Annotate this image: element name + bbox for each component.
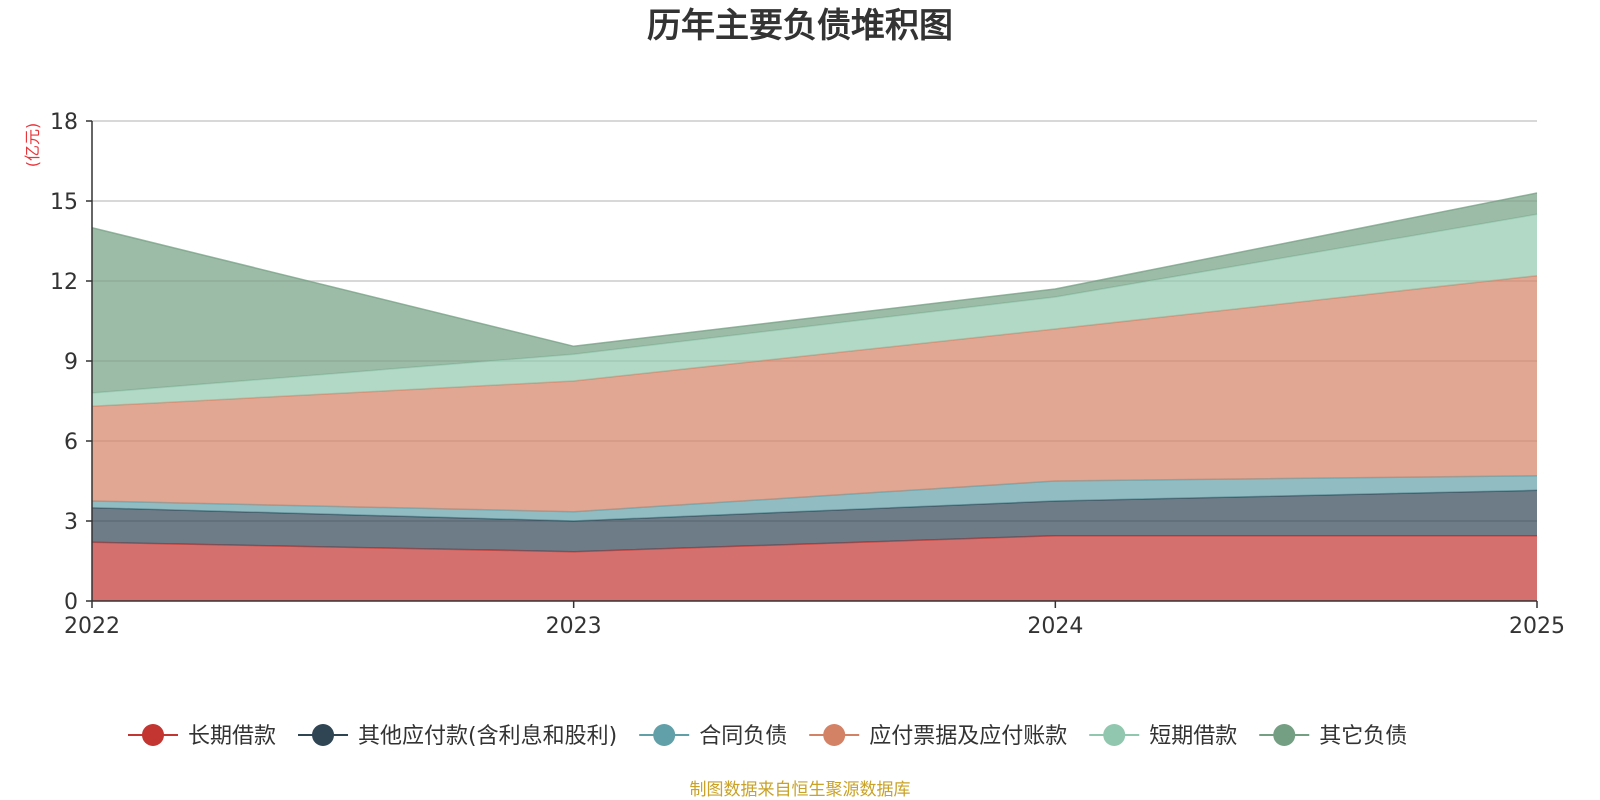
chart-title: 历年主要负债堆积图 <box>647 6 953 46</box>
x-tick-label-2: 2024 <box>1027 614 1083 639</box>
legend-label-3: 应付票据及应付账款 <box>869 724 1067 749</box>
legend-marker-4 <box>1103 724 1126 746</box>
data-source-note: 制图数据来自恒生聚源数据库 <box>690 780 911 800</box>
y-axis-unit: (亿元) <box>23 123 42 168</box>
y-tick-label-1: 3 <box>64 510 78 535</box>
y-tick-label-0: 0 <box>64 590 78 615</box>
y-tick-label-6: 18 <box>50 110 78 135</box>
area-series-5 <box>92 193 1537 393</box>
legend-marker-0 <box>142 724 164 746</box>
area-series-4 <box>92 214 1537 407</box>
y-tick-label-2: 6 <box>64 430 78 455</box>
legend-label-2: 合同负债 <box>699 724 787 749</box>
legend-label-1: 其他应付款(含利息和股利) <box>358 724 617 749</box>
y-axis-ticks: 0 3 6 9 12 15 18 <box>50 110 92 615</box>
legend-label-4: 短期借款 <box>1149 724 1237 749</box>
x-tick-label-1: 2023 <box>546 614 602 639</box>
y-tick-label-3: 9 <box>64 350 78 375</box>
x-tick-label-0: 2022 <box>64 614 120 639</box>
legend-marker-5 <box>1273 724 1296 746</box>
line-series-5 <box>91 192 1538 348</box>
y-tick-label-5: 15 <box>50 190 78 215</box>
legend-label-5: 其它负债 <box>1319 724 1407 749</box>
legend: 长期借款 其他应付款(含利息和股利) 合同负债 应付票据及应付账款 短期借款 其它负债 <box>128 724 1407 749</box>
legend-marker-3 <box>823 724 846 746</box>
legend-marker-1 <box>312 724 335 746</box>
area-series-1 <box>92 490 1537 552</box>
y-tick-label-4: 12 <box>50 270 78 295</box>
stacked-areas <box>91 192 1538 601</box>
area-series-0 <box>92 535 1537 601</box>
legend-marker-2 <box>653 724 676 746</box>
x-tick-label-3: 2025 <box>1509 614 1565 639</box>
legend-label-0: 长期借款 <box>188 724 276 749</box>
x-axis-ticks: 2022 2023 2024 2025 <box>64 601 1565 639</box>
area-series-3 <box>92 275 1537 512</box>
